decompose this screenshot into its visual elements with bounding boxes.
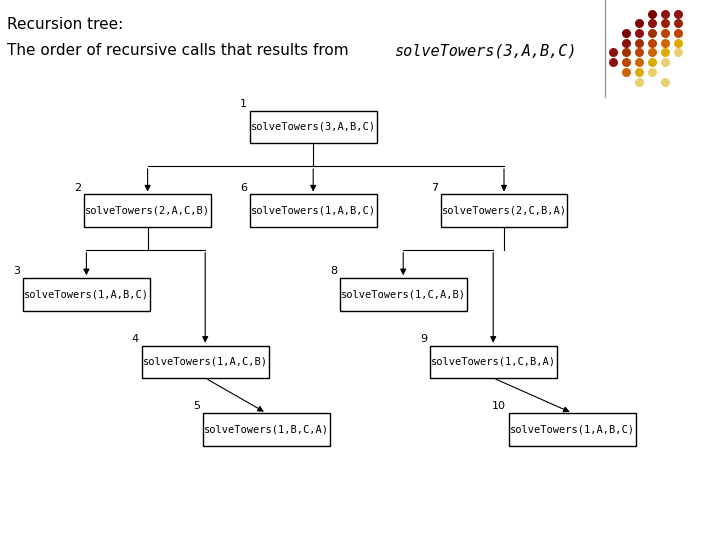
FancyBboxPatch shape [142, 346, 269, 378]
Text: solveTowers(2,A,C,B): solveTowers(2,A,C,B) [85, 206, 210, 215]
Text: 9: 9 [420, 334, 427, 344]
Point [621, 68, 632, 76]
Text: solveTowers(3,A,B,C): solveTowers(3,A,B,C) [395, 43, 577, 58]
Text: 2: 2 [74, 183, 81, 193]
Point [634, 19, 645, 28]
Text: Recursion tree:: Recursion tree: [7, 17, 123, 32]
Point [608, 58, 619, 66]
Text: 3: 3 [13, 266, 20, 276]
Point [647, 48, 658, 57]
Point [634, 68, 645, 76]
FancyBboxPatch shape [340, 278, 467, 310]
Point [621, 58, 632, 66]
Point [660, 77, 671, 86]
Point [634, 29, 645, 37]
Point [660, 48, 671, 57]
Point [647, 38, 658, 47]
Point [634, 38, 645, 47]
Text: solveTowers(1,C,A,B): solveTowers(1,C,A,B) [341, 289, 466, 299]
Point [660, 9, 671, 18]
Point [672, 38, 684, 47]
Point [672, 48, 684, 57]
Text: solveTowers(1,A,B,C): solveTowers(1,A,B,C) [24, 289, 149, 299]
FancyBboxPatch shape [509, 413, 636, 446]
Text: solveTowers(1,A,B,C): solveTowers(1,A,B,C) [510, 424, 635, 434]
Point [660, 19, 671, 28]
Point [621, 29, 632, 37]
Point [621, 48, 632, 57]
Text: solveTowers(1,A,B,C): solveTowers(1,A,B,C) [251, 206, 376, 215]
Text: 4: 4 [132, 334, 139, 344]
Text: solveTowers(3,A,B,C): solveTowers(3,A,B,C) [251, 122, 376, 132]
Text: 6: 6 [240, 183, 247, 193]
Point [608, 48, 619, 57]
Text: The order of recursive calls that results from: The order of recursive calls that result… [7, 43, 354, 58]
Point [634, 48, 645, 57]
FancyBboxPatch shape [203, 413, 330, 446]
Text: 1: 1 [240, 99, 247, 109]
Text: solveTowers(1,A,C,B): solveTowers(1,A,C,B) [143, 357, 268, 367]
Text: 5: 5 [193, 401, 200, 411]
Text: solveTowers(1,C,B,A): solveTowers(1,C,B,A) [431, 357, 556, 367]
Point [647, 29, 658, 37]
FancyBboxPatch shape [250, 111, 377, 143]
Point [672, 9, 684, 18]
Point [660, 38, 671, 47]
FancyBboxPatch shape [441, 194, 567, 227]
FancyBboxPatch shape [430, 346, 557, 378]
Point [647, 19, 658, 28]
Point [672, 29, 684, 37]
Point [621, 38, 632, 47]
Point [672, 19, 684, 28]
Point [660, 58, 671, 66]
Point [647, 68, 658, 76]
Text: 8: 8 [330, 266, 337, 276]
Point [634, 77, 645, 86]
FancyBboxPatch shape [23, 278, 150, 310]
Text: 7: 7 [431, 183, 438, 193]
Point [647, 9, 658, 18]
Point [660, 29, 671, 37]
FancyBboxPatch shape [84, 194, 211, 227]
FancyBboxPatch shape [250, 194, 377, 227]
Text: solveTowers(2,C,B,A): solveTowers(2,C,B,A) [441, 206, 567, 215]
Text: solveTowers(1,B,C,A): solveTowers(1,B,C,A) [204, 424, 329, 434]
Point [647, 58, 658, 66]
Point [634, 58, 645, 66]
Text: 10: 10 [492, 401, 506, 411]
